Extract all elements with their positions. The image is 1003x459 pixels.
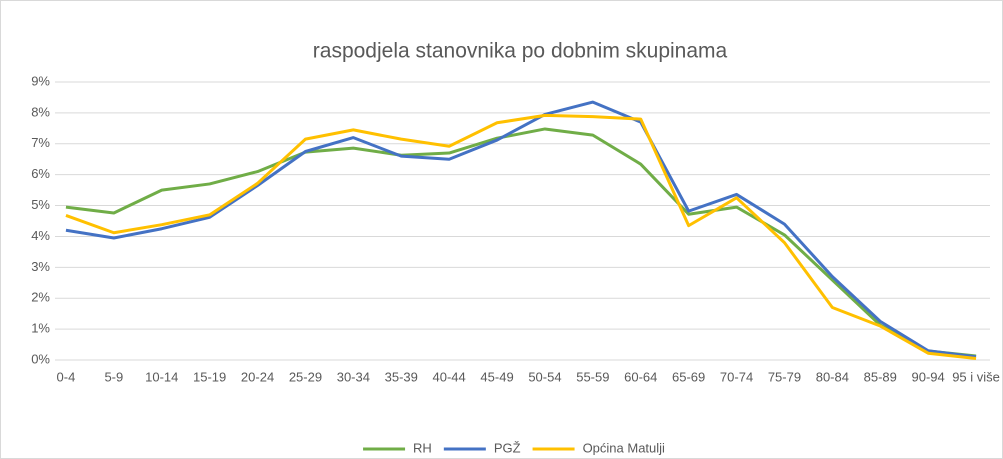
y-tick-label: 9% [31,73,50,88]
x-tick-label: 75-79 [768,369,801,384]
legend-label: PGŽ [494,440,521,455]
x-tick-label: 85-89 [864,369,897,384]
legend-label: RH [413,440,432,455]
x-tick-label: 25-29 [289,369,322,384]
y-tick-label: 7% [31,135,50,150]
x-tick-label: 35-39 [385,369,418,384]
x-tick-label: 30-34 [337,369,370,384]
x-tick-label: 55-59 [576,369,609,384]
x-tick-label: 10-14 [145,369,178,384]
series-line [65,127,977,358]
y-tick-label: 6% [31,166,50,181]
x-tick-label: 60-64 [624,369,657,384]
y-tick-label: 0% [31,351,50,366]
y-tick-label: 8% [31,104,50,119]
x-tick-label: 20-24 [241,369,274,384]
x-tick-label: 80-84 [816,369,849,384]
series-line [65,113,977,360]
x-tick-label: 70-74 [720,369,753,384]
x-tick-label: 45-49 [480,369,513,384]
x-tick-label: 15-19 [193,369,226,384]
y-tick-label: 4% [31,228,50,243]
x-tick-label: 90-94 [912,369,945,384]
chart-title: raspodjela stanovnika po dobnim skupinam… [313,40,728,63]
x-tick-label: 65-69 [672,369,705,384]
series-line [65,100,977,359]
legend-label: Općina Matulji [583,440,665,455]
y-tick-label: 5% [31,197,50,212]
y-tick-label: 3% [31,259,50,274]
x-tick-label: 0-4 [57,369,76,384]
x-tick-label: 50-54 [528,369,561,384]
y-tick-label: 2% [31,290,50,305]
x-tick-label: 5-9 [104,369,123,384]
y-tick-label: 1% [31,321,50,336]
x-tick-label: 40-44 [433,369,466,384]
x-tick-label: 95 i više [952,369,1000,384]
